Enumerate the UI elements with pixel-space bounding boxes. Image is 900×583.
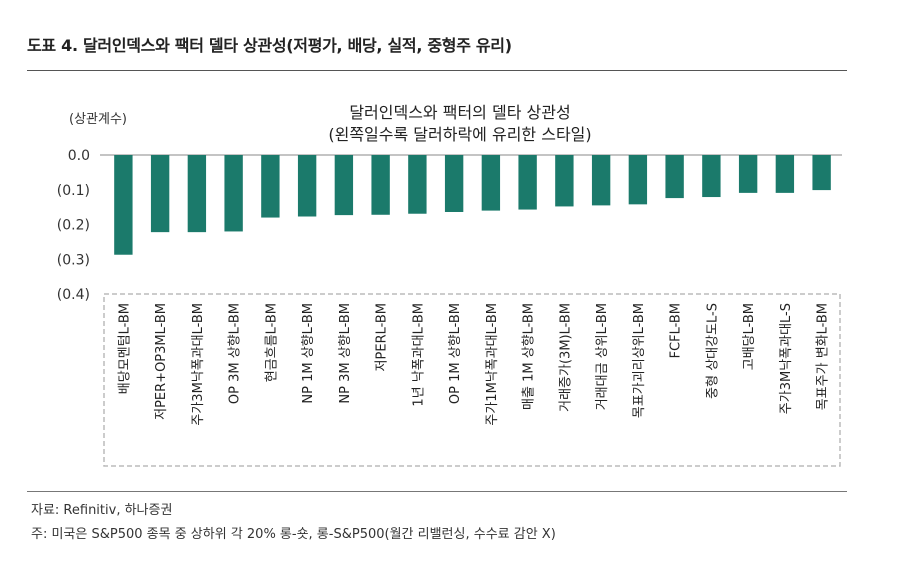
top-rule (27, 70, 847, 71)
bar (738, 155, 758, 193)
category-label: 거래증가(3M)L-BM (558, 303, 573, 412)
bar (665, 155, 684, 199)
category-label: 저PERL-BM (375, 303, 390, 371)
bar (150, 155, 170, 233)
category-label: OP 1M 상향L-BM (448, 303, 463, 404)
y-tick-label: (0.4) (57, 287, 90, 303)
y-tick-label: (0.3) (57, 252, 90, 268)
category-label: 주가3M낙폭과대L-S (779, 303, 794, 414)
category-label: 주가1M낙폭과대L-BM (485, 303, 500, 426)
bar (224, 155, 243, 232)
bar (371, 155, 390, 215)
bar (334, 155, 354, 216)
category-label: 목표가괴리상위L-BM (632, 303, 647, 418)
bar (444, 155, 464, 212)
bar (555, 155, 574, 207)
category-label: 거래대금 상위L-BM (595, 303, 610, 410)
bar (408, 155, 427, 214)
footnote: 주: 미국은 S&P500 종목 중 상하위 각 20% 롱-숏, 롱-S&P5… (31, 527, 556, 542)
category-label: 목표주가 변화L-BM (816, 303, 831, 410)
category-label: NP 3M 상향L-BM (338, 303, 353, 404)
y-tick-label: 0.0 (68, 148, 90, 164)
chart-subtitle: (왼쪽일수록 달러하락에 유리한 스타일) (328, 125, 591, 144)
bar (518, 155, 537, 210)
category-label-box (103, 293, 841, 467)
y-tick-label: (0.2) (57, 218, 90, 234)
category-label: 중형 상대강도L-S (705, 303, 720, 399)
bar (187, 155, 207, 233)
bar (114, 155, 133, 255)
category-label: FCFL-BM (669, 303, 684, 358)
bar (812, 155, 831, 191)
bar (702, 155, 721, 198)
category-label: 고배당L-BM (742, 303, 757, 370)
document-title: 도표 4. 달러인덱스와 팩터 델타 상관성(저평가, 배당, 실적, 중형주 … (27, 36, 512, 55)
category-label: 주가3M낙폭과대L-BM (191, 303, 206, 426)
category-label: NP 1M 상향L-BM (301, 303, 316, 404)
bar (775, 155, 795, 193)
category-labels: 배당모멘텀L-BM 저PER+OP3ML-BM 주가3M낙폭과대L-BM OP 3M … (117, 303, 830, 426)
source-note: 자료: Refinitiv, 하나증권 (31, 503, 173, 518)
bar (591, 155, 611, 206)
category-label: 현금흐름L-BM (264, 303, 279, 382)
bottom-rule (27, 491, 847, 492)
y-tick-label: (0.1) (57, 183, 90, 199)
y-axis-ticks: 0.0 (0.1) (0.2) (0.3) (0.4) (57, 148, 90, 303)
category-label: 저PER+OP3ML-BM (154, 303, 169, 420)
category-label: 1년 낙폭과대L-BM (411, 303, 426, 407)
bar (261, 155, 280, 218)
y-axis-label: (상관계수) (69, 112, 127, 127)
category-label: OP 3M 상향L-BM (228, 303, 243, 404)
bar (481, 155, 501, 211)
category-label: 매출 1M 상향L-BM (522, 303, 537, 410)
bar (628, 155, 648, 205)
bars (114, 155, 831, 255)
chart-title: 달러인덱스와 팩터의 델타 상관성 (349, 103, 570, 122)
bar (297, 155, 317, 217)
category-label: 배당모멘텀L-BM (117, 303, 132, 394)
